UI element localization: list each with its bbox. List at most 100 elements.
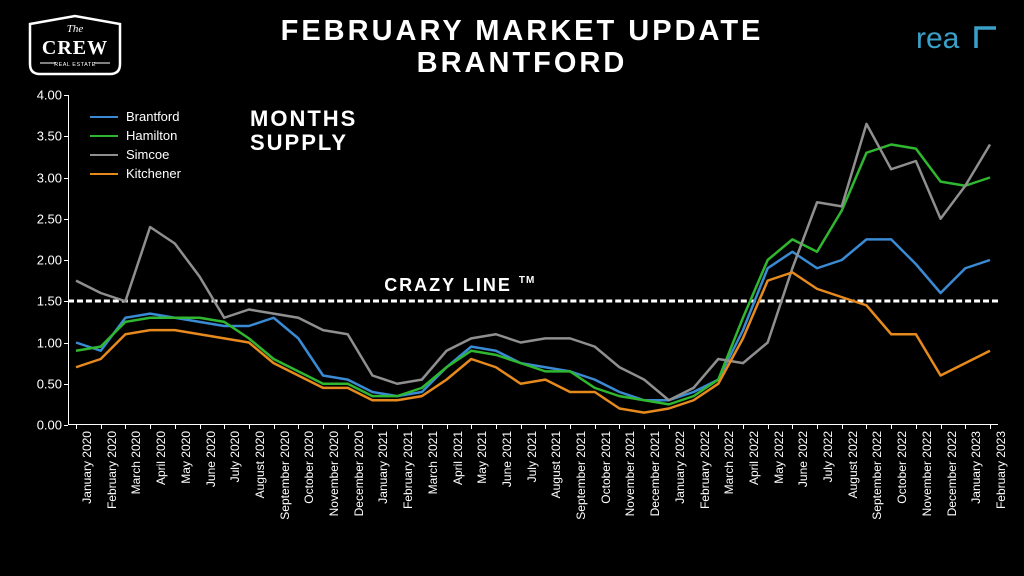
ytick-label: 2.00 [20, 253, 62, 268]
ytick-label: 1.00 [20, 335, 62, 350]
xtick-mark [965, 425, 966, 429]
xtick-mark [323, 425, 324, 429]
xtick-label: November 2022 [920, 431, 934, 516]
xtick-mark [842, 425, 843, 429]
xtick-mark [397, 425, 398, 429]
xtick-mark [545, 425, 546, 429]
legend-item: Brantford [90, 107, 181, 126]
xtick-label: November 2020 [327, 431, 341, 516]
xtick-mark [990, 425, 991, 429]
xtick-label: October 2021 [599, 431, 613, 504]
xtick-mark [669, 425, 670, 429]
ytick-label: 4.00 [20, 88, 62, 103]
xtick-label: September 2022 [870, 431, 884, 520]
xtick-mark [743, 425, 744, 429]
xtick-label: June 2021 [500, 431, 514, 487]
legend-swatch [90, 135, 118, 137]
legend-swatch [90, 154, 118, 156]
title-block: FEBRUARY MARKET UPDATE BRANTFORD [130, 12, 914, 80]
xtick-label: September 2021 [574, 431, 588, 520]
legend-item: Hamilton [90, 126, 181, 145]
real-logo: rea [914, 12, 1004, 52]
xtick-mark [348, 425, 349, 429]
xtick-mark [768, 425, 769, 429]
ytick-mark [64, 425, 68, 426]
xtick-mark [298, 425, 299, 429]
ytick-label: 0.50 [20, 376, 62, 391]
xtick-mark [941, 425, 942, 429]
xtick-mark [76, 425, 77, 429]
ytick-label: 1.50 [20, 294, 62, 309]
xtick-mark [521, 425, 522, 429]
xtick-label: January 2020 [80, 431, 94, 504]
xtick-mark [125, 425, 126, 429]
xtick-mark [595, 425, 596, 429]
xtick-mark [471, 425, 472, 429]
svg-text:rea: rea [916, 22, 960, 55]
xtick-label: June 2022 [796, 431, 810, 487]
xtick-mark [792, 425, 793, 429]
legend-swatch [90, 116, 118, 118]
xtick-label: August 2022 [846, 431, 860, 498]
xtick-mark [891, 425, 892, 429]
xtick-label: July 2021 [525, 431, 539, 482]
xtick-label: April 2022 [747, 431, 761, 485]
xtick-label: February 2023 [994, 431, 1008, 509]
xtick-mark [274, 425, 275, 429]
legend-label: Brantford [126, 109, 179, 124]
xtick-mark [496, 425, 497, 429]
xtick-label: January 2022 [673, 431, 687, 504]
xtick-mark [175, 425, 176, 429]
xtick-mark [372, 425, 373, 429]
xtick-label: March 2020 [129, 431, 143, 494]
xtick-mark [916, 425, 917, 429]
xtick-label: October 2022 [895, 431, 909, 504]
xtick-label: June 2020 [204, 431, 218, 487]
xtick-mark [718, 425, 719, 429]
xtick-label: January 2021 [376, 431, 390, 504]
xtick-mark [447, 425, 448, 429]
xtick-label: January 2023 [969, 431, 983, 504]
xtick-label: May 2021 [475, 431, 489, 484]
xtick-label: May 2022 [772, 431, 786, 484]
legend-label: Simcoe [126, 147, 169, 162]
logo-word1: The [67, 23, 84, 35]
ytick-label: 0.00 [20, 418, 62, 433]
series-line-kitchener [76, 272, 990, 412]
crew-logo: The CREW REAL ESTATE [20, 12, 130, 82]
legend-label: Hamilton [126, 128, 177, 143]
xtick-mark [817, 425, 818, 429]
xtick-mark [619, 425, 620, 429]
xtick-label: September 2020 [278, 431, 292, 520]
series-line-simcoe [76, 124, 990, 400]
xtick-label: August 2020 [253, 431, 267, 498]
xtick-label: November 2021 [623, 431, 637, 516]
xtick-label: February 2021 [401, 431, 415, 509]
chart-lines [68, 95, 998, 425]
xtick-label: May 2020 [179, 431, 193, 484]
xtick-mark [150, 425, 151, 429]
xtick-mark [200, 425, 201, 429]
title-line-1: FEBRUARY MARKET UPDATE [130, 16, 914, 48]
ytick-label: 2.50 [20, 211, 62, 226]
chart-subtitle: MONTHS SUPPLY [250, 107, 357, 155]
ytick-label: 3.00 [20, 170, 62, 185]
xtick-label: August 2021 [549, 431, 563, 498]
xtick-label: April 2020 [154, 431, 168, 485]
chart: 0.000.501.001.502.002.503.003.504.00 CRA… [20, 95, 1004, 565]
xtick-label: February 2022 [698, 431, 712, 509]
header: The CREW REAL ESTATE FEBRUARY MARKET UPD… [0, 0, 1024, 90]
xtick-label: April 2021 [451, 431, 465, 485]
xtick-label: December 2020 [352, 431, 366, 516]
legend: Brantford Hamilton Simcoe Kitchener [90, 107, 181, 183]
xtick-label: March 2021 [426, 431, 440, 494]
xtick-label: December 2021 [648, 431, 662, 516]
legend-swatch [90, 173, 118, 175]
xtick-label: July 2022 [821, 431, 835, 482]
legend-item: Kitchener [90, 164, 181, 183]
legend-item: Simcoe [90, 145, 181, 164]
xtick-mark [422, 425, 423, 429]
xtick-mark [866, 425, 867, 429]
xtick-mark [101, 425, 102, 429]
logo-word3: REAL ESTATE [54, 62, 96, 68]
